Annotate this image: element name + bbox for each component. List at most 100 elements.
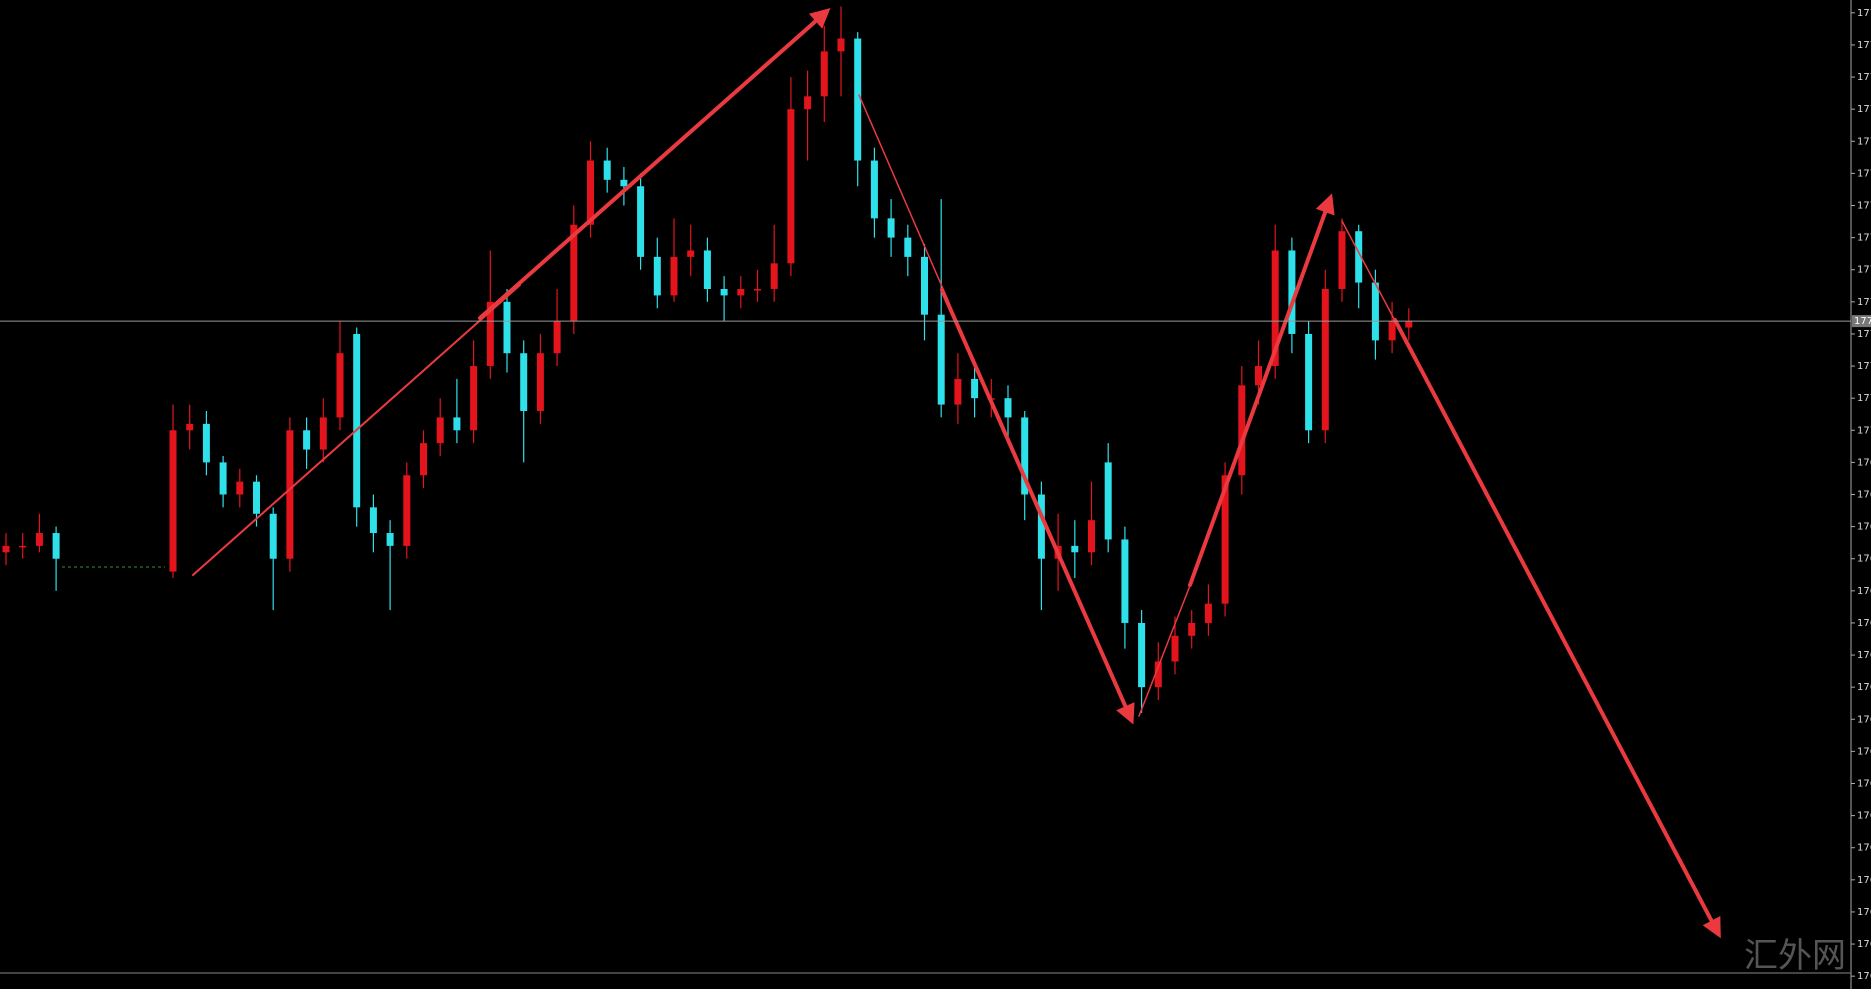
candle-body <box>887 218 895 238</box>
candle-body <box>904 237 912 257</box>
candle-body <box>236 481 244 495</box>
candle-body <box>1338 231 1346 289</box>
y-tick-label: 177 <box>1857 201 1871 212</box>
candle-body <box>2 545 10 553</box>
candle-body <box>787 109 795 264</box>
candle-body <box>303 430 311 450</box>
y-tick-label: 176 <box>1857 907 1871 918</box>
y-tick-label: 177 <box>1857 8 1871 19</box>
candle-body <box>921 256 928 315</box>
y-tick-label: 177 <box>1857 297 1871 308</box>
trend-arrow <box>478 8 831 320</box>
candle-body <box>286 430 294 559</box>
candle-body <box>1021 417 1029 495</box>
price-label: 177 <box>1854 316 1871 327</box>
y-tick-label: 176 <box>1857 618 1871 629</box>
candle-body <box>1238 385 1246 476</box>
candle-body <box>1037 494 1045 559</box>
candle-body <box>703 250 711 289</box>
candle-body <box>1271 250 1279 367</box>
y-tick-label: 176 <box>1857 939 1871 950</box>
candle-body <box>186 423 194 431</box>
y-tick-label: 176 <box>1857 650 1871 661</box>
trend-line <box>192 284 521 576</box>
y-tick-label: 177 <box>1857 104 1871 115</box>
candle-body <box>403 475 411 546</box>
y-tick-label: 177 <box>1857 361 1871 372</box>
candle-body <box>470 366 478 431</box>
candle-body <box>1204 603 1212 623</box>
trend-arrow <box>1188 193 1335 587</box>
y-tick-label: 176 <box>1857 971 1871 982</box>
candle-body <box>653 256 661 296</box>
y-tick-label: 176 <box>1857 778 1871 789</box>
candle-body <box>1104 462 1112 540</box>
price-axis: 177 177 177 177 177 177 177 177 177 177 177 177 177 1… <box>1851 8 1871 982</box>
candle-body <box>1004 398 1012 418</box>
candle-body <box>1255 366 1262 386</box>
price-label-box <box>1852 315 1871 328</box>
candle-body <box>253 481 260 514</box>
candle-body <box>169 430 177 572</box>
y-tick-label: 177 <box>1857 425 1871 436</box>
y-tick-label: 177 <box>1857 40 1871 51</box>
candle-body <box>1355 231 1363 283</box>
candle-body <box>1188 622 1196 636</box>
candle-body <box>570 224 578 322</box>
candle-body <box>603 160 611 180</box>
candle-body <box>1288 250 1296 334</box>
y-tick-label: 177 <box>1857 265 1871 276</box>
candle-body <box>453 417 461 431</box>
y-tick-label: 177 <box>1857 329 1871 340</box>
candle-body <box>1071 545 1079 553</box>
candle-body <box>971 378 979 399</box>
trend-arrow <box>1393 318 1721 939</box>
trend-arrows <box>192 8 1721 939</box>
watermark: 汇外网 <box>1744 936 1846 976</box>
y-tick-label: 176 <box>1857 746 1871 757</box>
y-tick-label: 176 <box>1857 457 1871 468</box>
candle-body <box>1121 539 1129 623</box>
candle-body <box>336 353 344 418</box>
candle-body <box>687 250 695 257</box>
candle-body <box>770 263 778 289</box>
candle-body <box>1154 661 1162 688</box>
candle-body <box>720 288 728 296</box>
candle-body <box>1305 333 1313 431</box>
candle-body <box>1171 635 1179 662</box>
y-tick-label: 176 <box>1857 714 1871 725</box>
candle-body <box>1371 282 1379 341</box>
candle-body <box>520 353 528 412</box>
y-tick-label: 176 <box>1857 586 1871 597</box>
candle-body <box>319 417 327 450</box>
y-tick-label: 176 <box>1857 811 1871 822</box>
candle-body <box>637 186 645 257</box>
trend-arrow <box>940 288 1135 725</box>
candle-body <box>353 333 361 508</box>
candle-body <box>854 38 862 161</box>
candle-body <box>420 443 427 476</box>
candle-body <box>837 38 845 52</box>
candle-body <box>1321 288 1329 431</box>
candle-body <box>202 423 210 463</box>
candle-body <box>754 288 761 291</box>
candle-body <box>35 533 43 546</box>
candle-body <box>219 462 227 495</box>
candle-body <box>553 321 561 354</box>
candle-body <box>386 533 394 546</box>
candle-body <box>1088 520 1095 553</box>
candle-body <box>870 160 878 219</box>
candle-body <box>954 378 962 405</box>
candle-body <box>804 96 812 110</box>
y-tick-label: 176 <box>1857 843 1871 854</box>
candle-body <box>737 288 745 296</box>
candle-body <box>19 545 27 548</box>
candle-body <box>536 353 544 412</box>
y-tick-label: 177 <box>1857 233 1871 244</box>
trend-line <box>1341 220 1401 331</box>
candle-body <box>269 513 277 559</box>
y-tick-label: 176 <box>1857 490 1871 501</box>
candle-body <box>937 314 945 405</box>
candle-body <box>670 256 678 296</box>
